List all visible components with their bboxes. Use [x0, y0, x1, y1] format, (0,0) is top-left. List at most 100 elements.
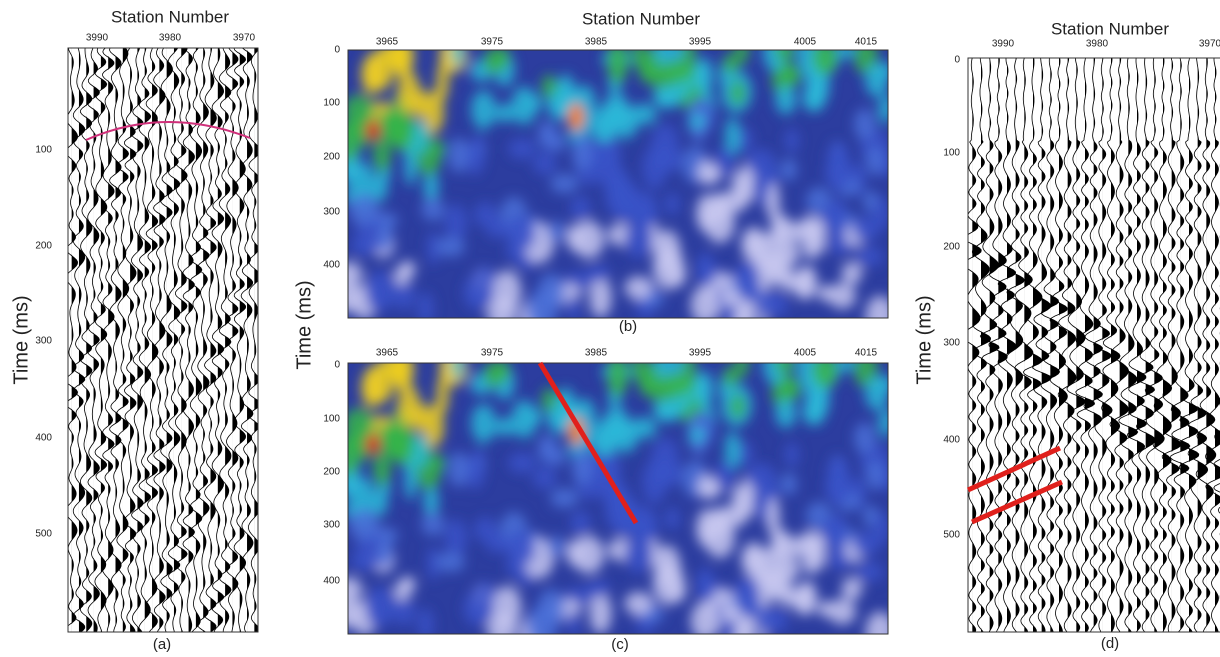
- blob: [755, 289, 774, 318]
- trace: [1161, 58, 1182, 632]
- pick-line: [537, 361, 639, 525]
- blob: [421, 512, 445, 536]
- semblance-b: [348, 50, 888, 318]
- blob: [448, 451, 469, 488]
- blob: [426, 545, 440, 581]
- trace-fill: [1007, 58, 1017, 632]
- trace: [1093, 58, 1113, 632]
- trace: [1170, 58, 1191, 632]
- blob: [585, 264, 610, 282]
- blob: [690, 285, 720, 318]
- blob: [835, 363, 856, 372]
- blob: [397, 71, 421, 114]
- trace: [1144, 58, 1165, 632]
- blob: [589, 592, 612, 634]
- y-tick-label: 200: [943, 242, 960, 253]
- y-axis-title: Time (ms): [293, 280, 315, 369]
- trace-fill: [998, 58, 1008, 632]
- blob: [365, 586, 397, 627]
- blob: [730, 393, 746, 420]
- trace: [174, 48, 188, 632]
- blob: [770, 220, 802, 246]
- blob: [853, 108, 876, 141]
- blob: [465, 456, 485, 490]
- blob: [722, 366, 739, 388]
- x-tick-label: 4005: [794, 348, 817, 359]
- blob: [465, 141, 485, 176]
- blob: [812, 363, 838, 389]
- blob: [855, 561, 884, 583]
- blob: [471, 90, 496, 130]
- blob: [394, 264, 409, 287]
- blob: [532, 466, 557, 490]
- blob: [508, 138, 537, 160]
- trace-fill: [166, 48, 173, 632]
- blob: [735, 50, 749, 65]
- blob: [624, 535, 653, 574]
- blob: [492, 270, 522, 313]
- trace: [1032, 58, 1052, 632]
- trace: [204, 48, 217, 632]
- blob: [423, 486, 439, 517]
- blob: [724, 117, 741, 157]
- blobs: [348, 50, 888, 318]
- y-tick-label: 300: [35, 336, 52, 347]
- y-tick-label: 300: [943, 338, 960, 349]
- blob: [436, 61, 449, 101]
- trace: [1109, 58, 1129, 632]
- blob: [572, 220, 605, 259]
- blob: [348, 261, 363, 287]
- trace: [240, 48, 254, 632]
- blob: [852, 530, 881, 557]
- blob: [394, 579, 409, 602]
- x-tick-label: 3975: [481, 348, 504, 359]
- blob: [435, 236, 466, 258]
- blob: [421, 197, 445, 222]
- blob: [720, 605, 741, 623]
- blob: [784, 442, 800, 467]
- blob: [397, 384, 421, 427]
- y-tick-label: 0: [334, 360, 340, 371]
- blob: [736, 441, 753, 467]
- blob: [537, 120, 558, 149]
- blob: [624, 220, 653, 259]
- blob: [372, 451, 392, 487]
- semblance-c: [348, 363, 888, 634]
- blob: [828, 282, 856, 309]
- blob: [532, 152, 557, 175]
- blob: [568, 103, 584, 131]
- blob: [795, 266, 814, 301]
- trace: [160, 48, 173, 632]
- blob: [378, 221, 393, 253]
- blob: [483, 50, 505, 75]
- blob: [348, 508, 380, 541]
- trace-fill: [1102, 58, 1113, 632]
- y-axis-title: Time (ms): [913, 295, 935, 384]
- trace-fill: [217, 48, 224, 632]
- trace-fill: [130, 48, 136, 632]
- x-tick-label: 3990: [992, 39, 1015, 50]
- trace: [233, 48, 247, 632]
- trace-fill: [100, 48, 107, 632]
- blob: [354, 216, 386, 254]
- y-tick-label: 300: [323, 520, 340, 531]
- blob: [471, 404, 496, 443]
- blob: [607, 363, 628, 398]
- x-tick-label: 3980: [1086, 39, 1109, 50]
- trace: [1014, 58, 1034, 632]
- blob: [348, 407, 375, 441]
- blob: [696, 252, 715, 288]
- blob: [828, 598, 856, 625]
- x-tick-label: 3970: [1199, 39, 1220, 50]
- x-axis-title: Station Number: [582, 9, 700, 28]
- blob: [696, 193, 717, 233]
- trace-fill: [1189, 58, 1199, 632]
- trace-fill: [1215, 58, 1220, 632]
- frame: [967, 57, 1220, 633]
- y-tick-label: 400: [323, 260, 340, 271]
- blob: [664, 507, 680, 530]
- blob: [807, 85, 823, 111]
- trace: [101, 48, 115, 632]
- blob: [508, 452, 537, 474]
